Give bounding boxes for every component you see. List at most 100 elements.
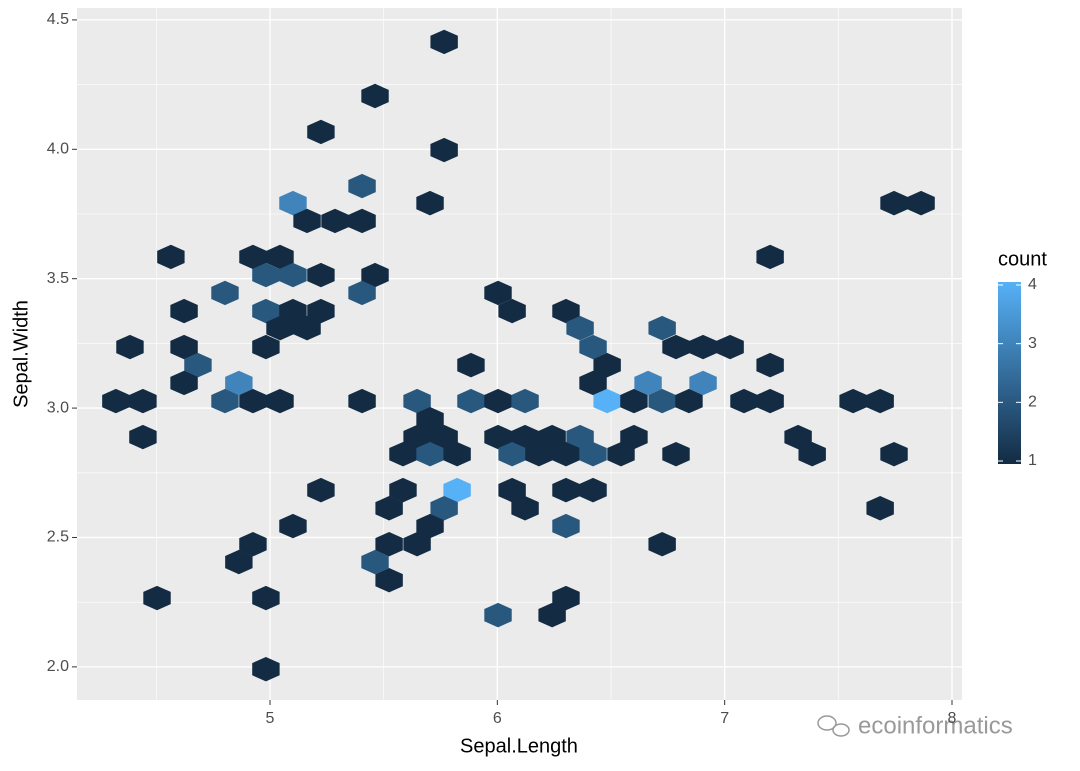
- hexagon: [730, 388, 758, 414]
- colorbar-label: 4: [1028, 276, 1037, 293]
- hexagon: [457, 352, 485, 378]
- hexagon: [756, 388, 784, 414]
- hexagon: [511, 496, 539, 521]
- hexagon: [880, 441, 908, 467]
- hexagon: [307, 477, 335, 503]
- x-axis-title: Sepal.Length: [460, 735, 578, 757]
- hexagon: [416, 407, 444, 432]
- hexagon: [348, 173, 376, 199]
- hexagon: [457, 388, 485, 414]
- hexagon: [389, 441, 417, 467]
- hexagon: [430, 424, 458, 450]
- watermark-icon: [817, 715, 850, 737]
- hexagon: [361, 83, 389, 109]
- hexagon: [321, 208, 349, 234]
- hexagon: [307, 119, 335, 145]
- hexagon: [620, 424, 648, 450]
- hexagon: [157, 244, 185, 270]
- hexagon: [798, 441, 826, 467]
- hexagon: [279, 298, 307, 324]
- hexagon: [416, 190, 444, 216]
- hexagon: [361, 549, 389, 575]
- hexagon: [252, 298, 280, 324]
- hexagon: [784, 424, 812, 450]
- hexagon: [266, 315, 294, 341]
- hexagon: [266, 244, 294, 270]
- hexagon: [375, 496, 403, 521]
- hexagon: [239, 532, 267, 557]
- hexagon: [416, 513, 444, 539]
- hexagon: [375, 532, 403, 557]
- hexagon: [607, 441, 635, 467]
- hexagon: [907, 190, 935, 216]
- y-tick-label: 2.0: [47, 658, 69, 675]
- hexagon: [129, 424, 157, 450]
- hexagon: [279, 513, 307, 539]
- x-tick-label: 7: [720, 710, 729, 727]
- hexagon: [484, 388, 512, 414]
- hexagon: [266, 388, 294, 414]
- hexagon: [866, 388, 894, 414]
- y-tick-label: 4.5: [47, 11, 69, 28]
- hexagon: [348, 208, 376, 234]
- hexagon: [102, 388, 130, 414]
- hexagon: [484, 424, 512, 450]
- hexagon: [307, 298, 335, 324]
- hexagon: [293, 315, 321, 341]
- hexagon: [443, 477, 471, 503]
- hexagon: [756, 352, 784, 378]
- hexagon: [648, 532, 676, 557]
- hexagon: [511, 388, 539, 414]
- legend-title: count: [998, 248, 1047, 270]
- y-axis-title: Sepal.Width: [10, 300, 32, 408]
- hexagon: [484, 602, 512, 628]
- y-tick-label: 4.0: [47, 141, 69, 158]
- hexagon: [416, 441, 444, 467]
- hexagon: [716, 334, 744, 360]
- hexagon: [662, 441, 690, 467]
- hexagon: [403, 388, 431, 414]
- hexagon: [566, 424, 594, 450]
- hexagon: [307, 262, 335, 288]
- hexagon: [170, 370, 198, 396]
- hexagon: [662, 334, 690, 360]
- hexagon: [170, 334, 198, 360]
- hexagon: [443, 441, 471, 467]
- hexagon: [579, 370, 607, 396]
- hexagon: [430, 137, 458, 163]
- hexagon: [675, 388, 703, 414]
- hexagon: [689, 334, 717, 360]
- colorbar-label: 1: [1028, 452, 1037, 469]
- hexagon: [252, 657, 280, 682]
- hexagon: [375, 567, 403, 593]
- hexagon: [552, 298, 580, 324]
- hexagon: [239, 388, 267, 414]
- hexagon: [552, 477, 580, 503]
- colorbar-label: 2: [1028, 394, 1037, 411]
- watermark: ecoinformatics: [858, 712, 1013, 739]
- hexagon: [538, 424, 566, 450]
- hexagon: [689, 370, 717, 396]
- hexagon: [498, 477, 526, 503]
- hexagon: [239, 244, 267, 270]
- hexagon: [756, 244, 784, 270]
- hexagon: [252, 585, 280, 611]
- y-tick-label: 2.5: [47, 529, 69, 546]
- hexagon: [552, 585, 580, 611]
- hexagon: [593, 388, 621, 414]
- hexagon: [866, 496, 894, 521]
- hexagon: [348, 280, 376, 306]
- hexagon: [525, 441, 553, 467]
- panel: [77, 8, 962, 700]
- hexagon: [211, 280, 239, 306]
- hexagon: [566, 315, 594, 341]
- hexagon: [361, 262, 389, 288]
- hexagon: [279, 262, 307, 288]
- hexagon: [511, 424, 539, 450]
- x-tick-label: 5: [266, 710, 275, 727]
- hexagon: [593, 352, 621, 378]
- hexagon: [648, 388, 676, 414]
- hexagon: [839, 388, 867, 414]
- colorbar: [998, 282, 1021, 464]
